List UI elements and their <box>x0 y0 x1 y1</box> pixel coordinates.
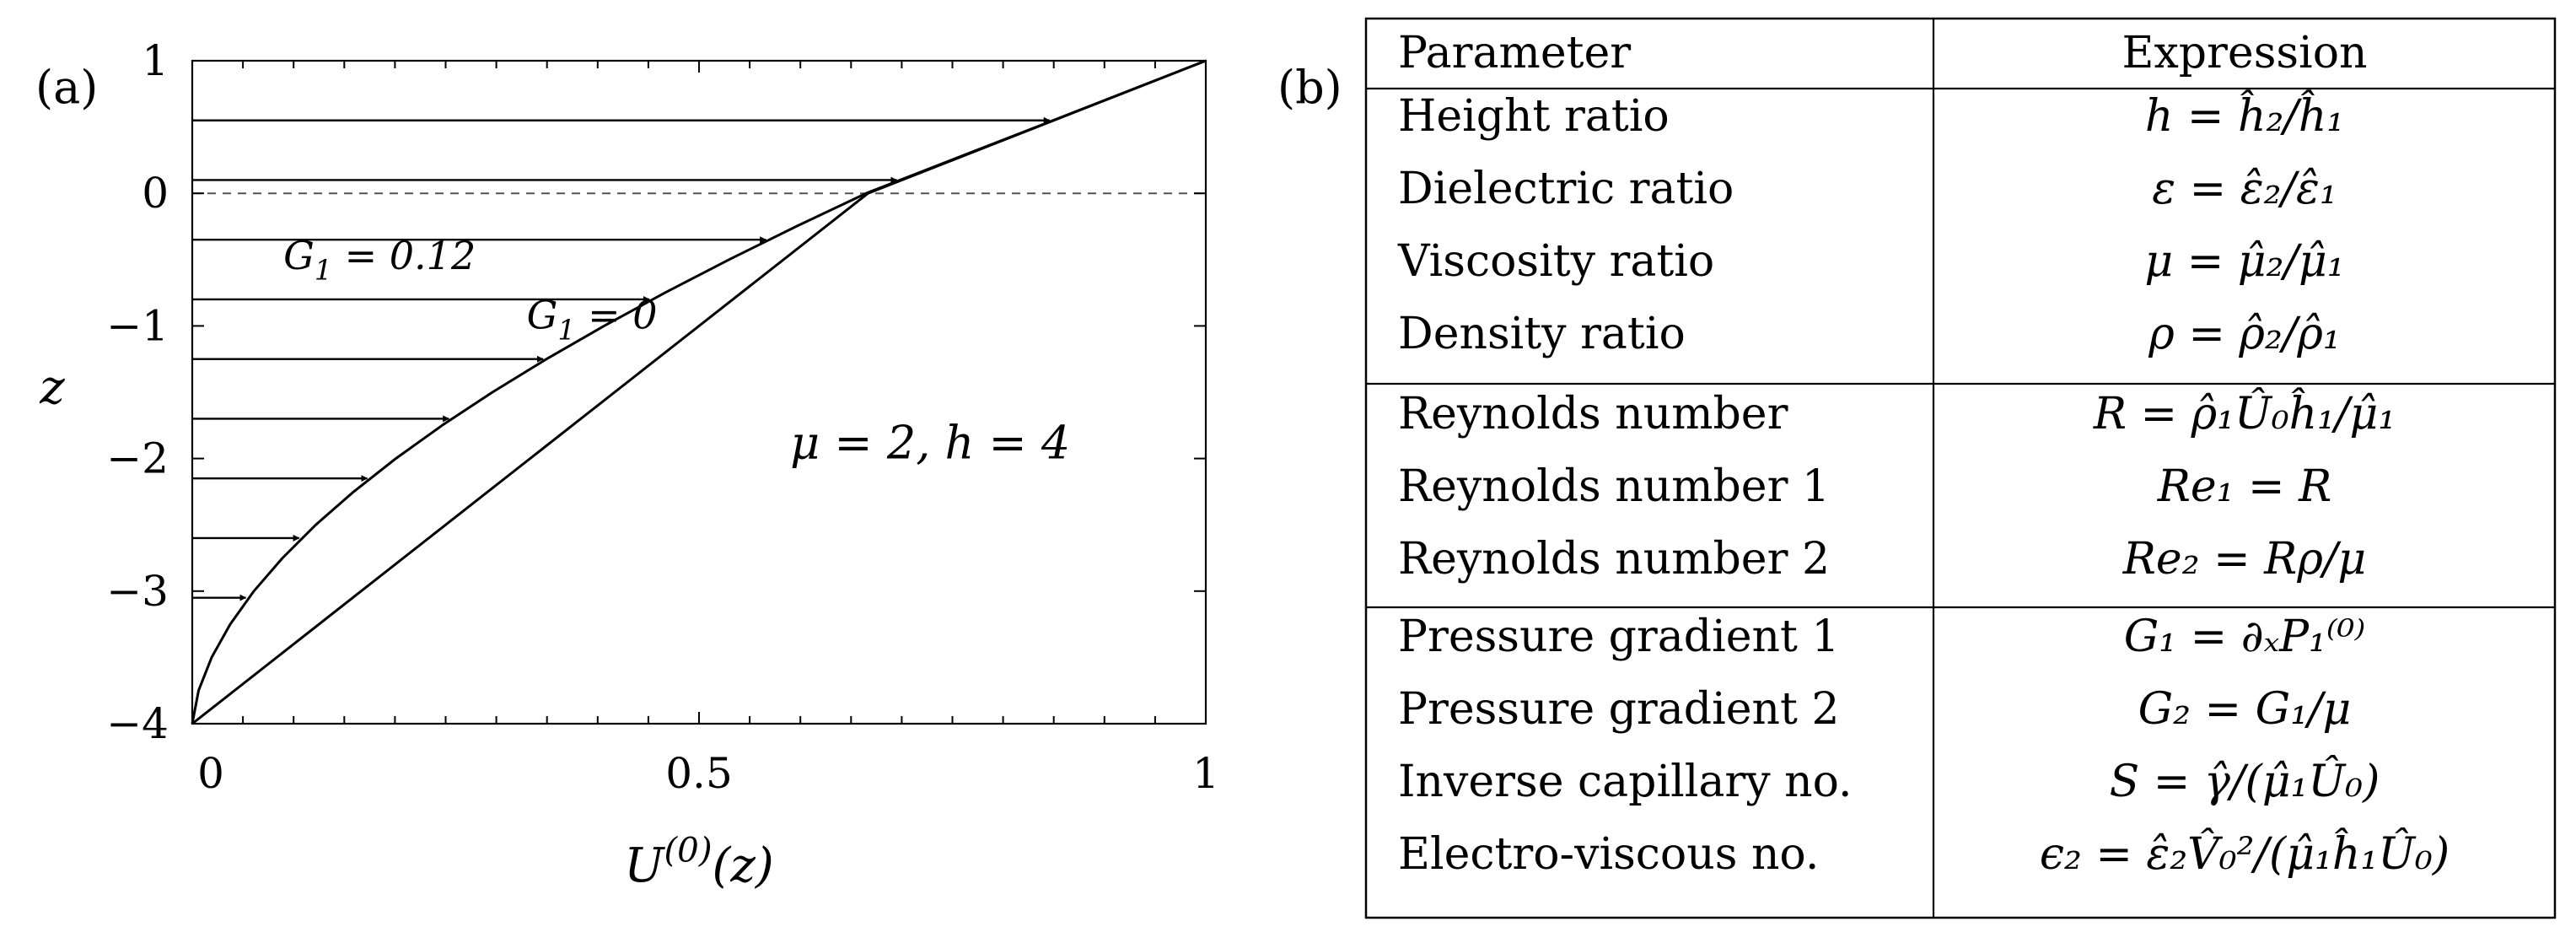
param-name: Reynolds number <box>1398 389 1788 439</box>
table-row: Electro-viscous no. ϵ₂ = ε̂₂V̂₀²/(μ̂₁ĥ₁Û₀… <box>1398 827 2450 880</box>
table-header-expression: Expression <box>2122 28 2367 78</box>
y-tick-label: 1 <box>142 36 169 85</box>
y-axis-title: z <box>39 360 65 415</box>
parameter-table: (b) Parameter Expression Height ratio h =… <box>1277 17 2557 919</box>
param-expression: S = γ̂/(μ̂₁Û₀) <box>2110 755 2380 807</box>
profile-arrows <box>192 116 1051 601</box>
table-frame <box>1364 17 2557 919</box>
table-row: Pressure gradient 1 G₁ = ∂ₓP₁⁽⁰⁾ <box>1398 612 2365 662</box>
table-row: Inverse capillary no. S = γ̂/(μ̂₁Û₀) <box>1398 755 2380 807</box>
param-expression: R = ρ̂₁Û₀ĥ₁/μ̂₁ <box>2093 387 2396 439</box>
param-expression: Re₂ = Rρ/μ <box>2122 534 2366 585</box>
x-axis-label: U(0)(z) <box>624 830 774 893</box>
table-row: Pressure gradient 2 G₂ = G₁/μ <box>1398 684 2351 735</box>
param-name: Dielectric ratio <box>1398 164 1734 214</box>
param-expression: ϵ₂ = ε̂₂V̂₀²/(μ̂₁ĥ₁Û₀) <box>2040 827 2450 880</box>
x-tick-label: 0 <box>197 749 224 798</box>
panel-label-b: (b) <box>1277 61 1342 114</box>
y-axis-label: z <box>39 360 65 415</box>
y-tick-label: −4 <box>106 699 169 748</box>
table-row: Reynolds number 2 Re₂ = Rρ/μ <box>1398 534 2366 585</box>
series-lines <box>191 59 1207 725</box>
param-name: Electro-viscous no. <box>1398 829 1819 880</box>
series-line-g1-0 <box>191 59 1207 725</box>
x-tick-label: 0.5 <box>665 749 733 798</box>
table-row: Dielectric ratio ε = ε̂₂/ε̂₁ <box>1398 164 2337 214</box>
param-expression: G₁ = ∂ₓP₁⁽⁰⁾ <box>2124 612 2366 662</box>
param-expression: ε = ε̂₂/ε̂₁ <box>2152 164 2337 214</box>
x-axis-title: U(0)(z) <box>624 830 774 893</box>
annotation-label: μ = 2, h = 4 <box>790 417 1070 470</box>
param-name: Reynolds number 2 <box>1398 534 1830 585</box>
param-expression: G₂ = G₁/μ <box>2138 684 2352 735</box>
velocity-profile-chart: (a) 0 0.5 1 1 0 −1 −2 −3 −4 G1 = 0.12 G1 = 0 μ = 2… <box>35 36 1219 893</box>
y-tick-label: 0 <box>142 169 169 218</box>
y-tick-label: −1 <box>106 301 169 350</box>
axis-ticks: 0 0.5 1 1 0 −1 −2 −3 −4 <box>106 36 1219 798</box>
param-expression: h = ĥ₂/ĥ₁ <box>2145 89 2344 142</box>
y-tick-label: −3 <box>106 567 169 616</box>
table-header-parameter: Parameter <box>1398 28 1631 78</box>
annotation-label: G1 = 0 <box>527 293 658 347</box>
table-body: Height ratio h = ĥ₂/ĥ₁ Dielectric ratio ε =… <box>1397 89 2450 880</box>
table-row: Reynolds number 1 Re₁ = R <box>1398 461 2331 512</box>
param-expression: ρ = ρ̂₂/ρ̂₁ <box>2148 309 2341 359</box>
param-expression: μ = μ̂₂/μ̂₁ <box>2144 236 2344 287</box>
param-name: Inverse capillary no. <box>1398 757 1853 807</box>
table-row: Reynolds number R = ρ̂₁Û₀ĥ₁/μ̂₁ <box>1398 387 2396 439</box>
annotation-label: G1 = 0.12 <box>283 233 476 287</box>
table-row: Viscosity ratio μ = μ̂₂/μ̂₁ <box>1397 236 2345 287</box>
param-name: Pressure gradient 2 <box>1398 684 1839 735</box>
annotations: G1 = 0.12 G1 = 0 μ = 2, h = 4 <box>283 233 1070 470</box>
param-name: Pressure gradient 1 <box>1398 612 1839 662</box>
param-name: Viscosity ratio <box>1397 236 1714 287</box>
series-line-g1-0-12 <box>191 59 1207 725</box>
param-name: Density ratio <box>1398 309 1686 359</box>
plot-frame <box>191 59 1207 725</box>
y-tick-label: −2 <box>106 434 169 483</box>
param-name: Reynolds number 1 <box>1398 461 1830 512</box>
param-expression: Re₁ = R <box>2157 461 2332 512</box>
panel-label-a: (a) <box>35 61 98 114</box>
x-tick-label: 1 <box>1192 749 1219 798</box>
table-row: Density ratio ρ = ρ̂₂/ρ̂₁ <box>1398 309 2341 359</box>
param-name: Height ratio <box>1398 91 1670 142</box>
table-row: Height ratio h = ĥ₂/ĥ₁ <box>1398 89 2344 142</box>
